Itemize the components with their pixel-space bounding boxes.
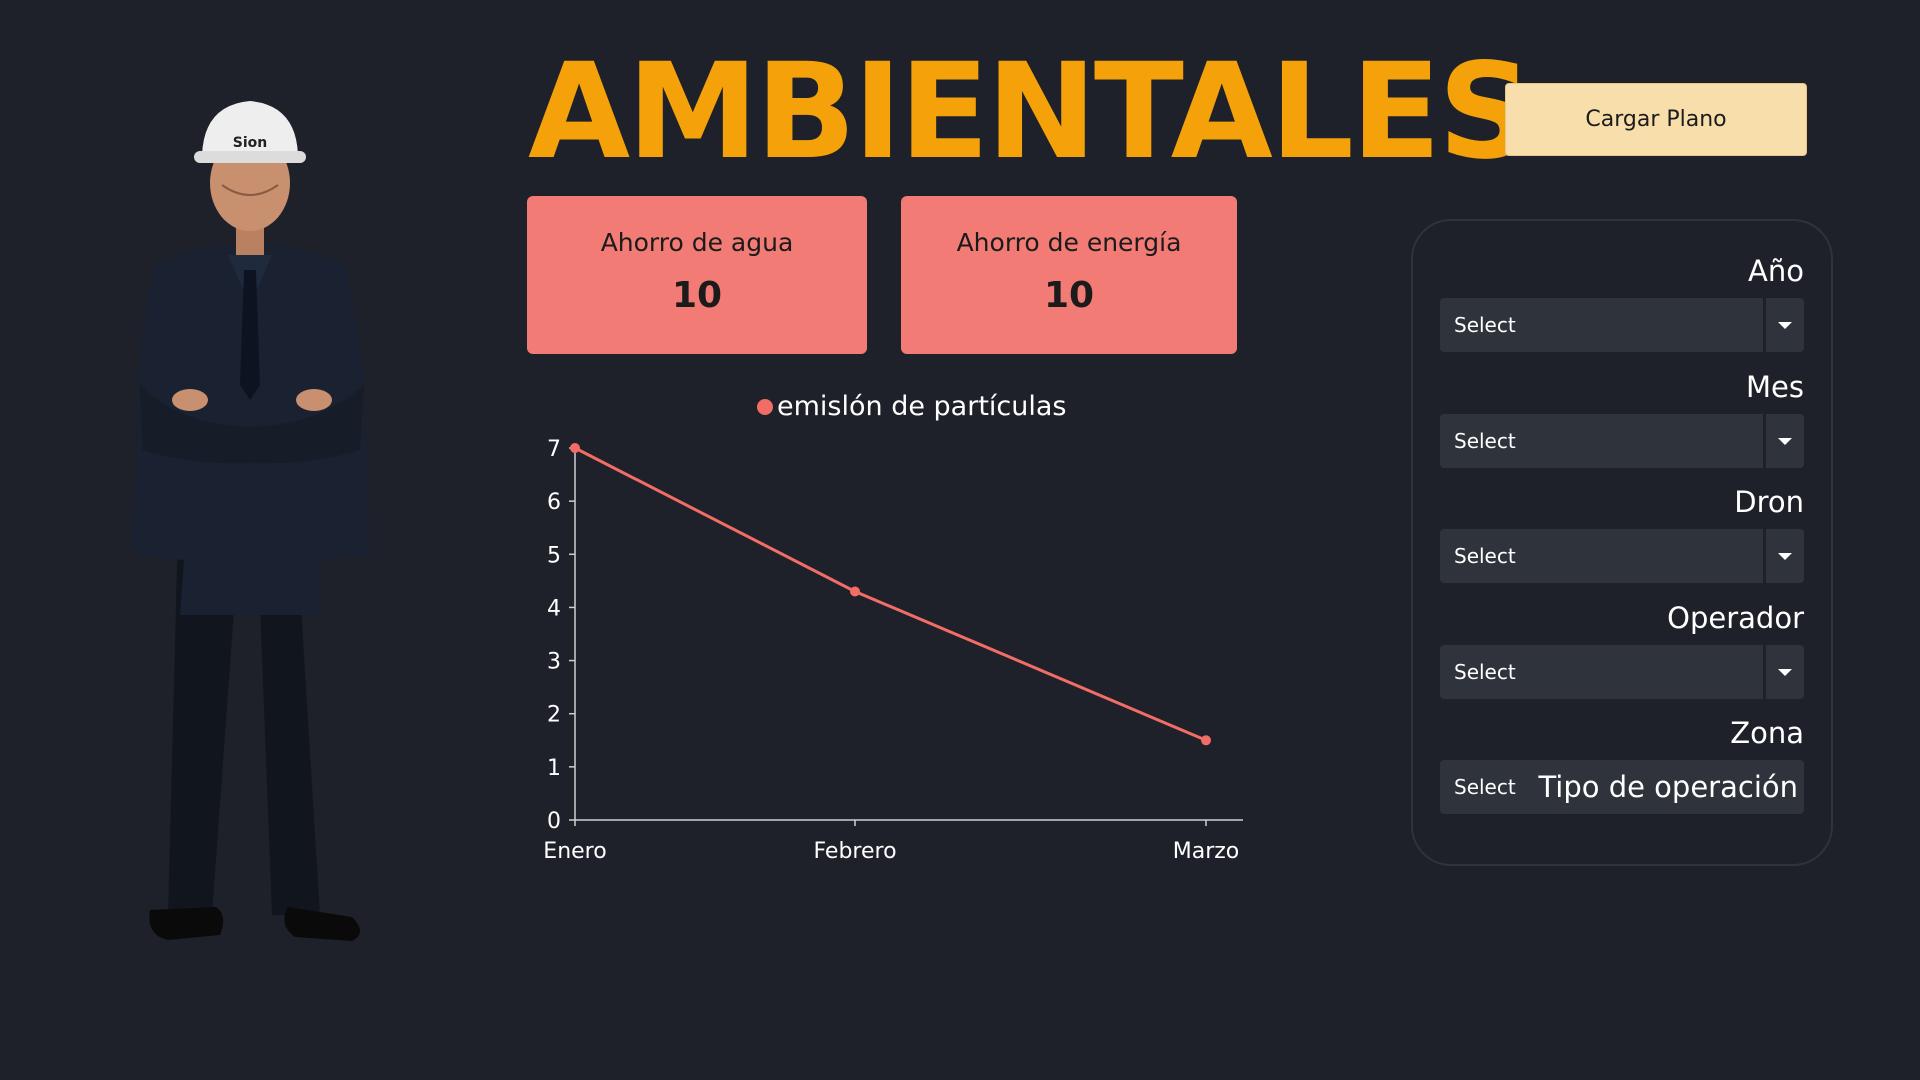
engineer-illustration: Sion	[132, 101, 370, 941]
data-point	[1201, 735, 1211, 746]
filter-operator-label: Operador	[1667, 601, 1804, 635]
kpi-energy-savings: Ahorro de energía 10	[901, 196, 1237, 354]
chevron-down-icon[interactable]	[1763, 645, 1804, 699]
x-tick-label: Marzo	[1173, 839, 1240, 864]
y-tick-label: 0	[547, 809, 561, 834]
x-tick-label: Febrero	[813, 839, 896, 864]
kpi-water-savings: Ahorro de agua 10	[527, 196, 867, 354]
data-point	[850, 586, 860, 597]
kpi-water-value: 10	[671, 275, 723, 316]
filter-zone: Zona Select Tipo de operación	[1440, 713, 1804, 814]
year-select[interactable]: Select	[1440, 298, 1804, 352]
y-tick-label: 5	[547, 543, 561, 568]
y-tick-label: 7	[547, 437, 561, 462]
operator-select-value: Select	[1454, 660, 1516, 684]
y-tick-label: 6	[547, 490, 561, 515]
filter-operator: Operador Select	[1440, 598, 1804, 699]
y-tick-label: 1	[547, 756, 561, 781]
y-tick-label: 2	[547, 703, 561, 728]
filter-drone-label: Dron	[1734, 485, 1804, 519]
data-point	[570, 443, 580, 453]
svg-text:Sion: Sion	[233, 135, 267, 151]
load-plan-button[interactable]: Cargar Plano	[1505, 83, 1807, 156]
filter-drone: Dron Select	[1440, 482, 1804, 583]
zone-select-value: Select	[1454, 775, 1516, 799]
filter-zone-label: Zona	[1730, 716, 1804, 750]
particle-emission-chart: 0 1 2 3 4 5 6 7 Enero Febrero Marzo	[543, 437, 1243, 864]
filter-year: Año Select	[1440, 251, 1804, 352]
year-select-value: Select	[1454, 313, 1516, 337]
drone-select[interactable]: Select	[1440, 529, 1804, 583]
month-select[interactable]: Select	[1440, 414, 1804, 468]
chevron-down-icon[interactable]	[1763, 529, 1804, 583]
operator-select[interactable]: Select	[1440, 645, 1804, 699]
legend-label: emislón de partículas	[777, 391, 1067, 422]
chart-legend[interactable]: emislón de partículas	[757, 391, 1066, 423]
zone-select[interactable]: Select Tipo de operación	[1440, 760, 1804, 814]
operation-type-label: Tipo de operación	[1530, 760, 1798, 814]
page-title: AMBIENTALES	[528, 35, 1533, 189]
y-tick-label: 3	[547, 650, 561, 675]
legend-dot-icon	[757, 399, 773, 415]
series-line	[574, 446, 1207, 742]
month-select-value: Select	[1454, 429, 1516, 453]
filter-year-label: Año	[1748, 254, 1804, 288]
drone-select-value: Select	[1454, 544, 1516, 568]
filters-panel: Año Select Mes Select Dron Select Operad…	[1411, 219, 1833, 866]
kpi-energy-value: 10	[1043, 275, 1095, 316]
filter-month: Mes Select	[1440, 367, 1804, 468]
x-tick-label: Enero	[543, 839, 606, 864]
kpi-energy-label: Ahorro de energía	[956, 228, 1182, 257]
chevron-down-icon[interactable]	[1763, 414, 1804, 468]
chevron-down-icon[interactable]	[1763, 298, 1804, 352]
kpi-water-label: Ahorro de agua	[600, 228, 794, 257]
y-tick-label: 4	[547, 596, 561, 621]
filter-month-label: Mes	[1746, 370, 1804, 404]
